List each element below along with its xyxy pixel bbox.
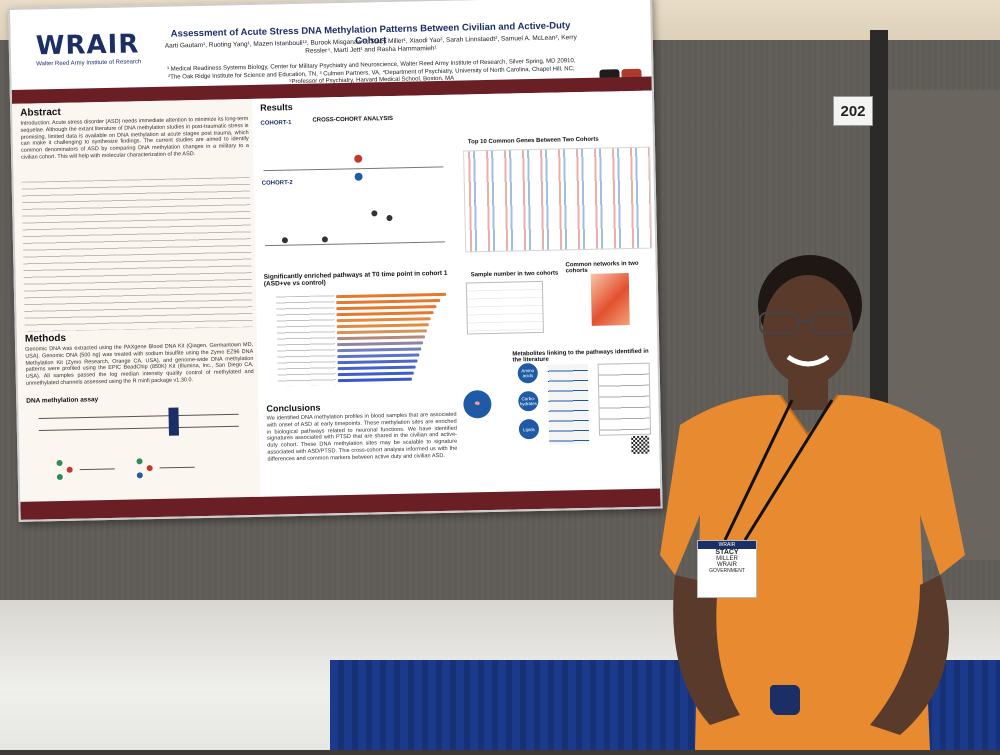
methods-text: Genomic DNA was extracted using the PAXg… <box>25 341 254 387</box>
poster-header: WRAIR Walter Reed Army Institute of Rese… <box>10 0 652 90</box>
name-badge: WRAIR STACY MILLER WRAIR GOVERNMENT <box>697 540 757 598</box>
badge-org: WRAIR <box>717 562 737 568</box>
methylation-assay-diagram <box>28 404 250 494</box>
presenter-person <box>640 255 980 750</box>
methods-heading: Methods <box>24 332 67 345</box>
top-genes-heading: Top 10 Common Genes Between Two Cohorts <box>467 136 599 146</box>
sample-number-table <box>465 280 544 335</box>
research-poster: WRAIR Walter Reed Army Institute of Rese… <box>8 0 663 522</box>
smartwatch-icon <box>772 685 800 715</box>
booth-number-sign: 202 <box>833 96 873 126</box>
conclusions-text: We identified DNA methylation profiles i… <box>266 411 458 463</box>
networks-heatmap <box>590 273 630 326</box>
results-heading: Results <box>260 102 293 113</box>
brain-icon: 🧠 <box>463 389 492 419</box>
cross-cohort-heading: CROSS-COHORT ANALYSIS <box>312 115 394 124</box>
pathways-heading: Significantly enriched pathways at T0 ti… <box>263 269 448 288</box>
badge-last-name: MILLER <box>716 556 738 562</box>
badge-type: GOVERNMENT <box>709 568 745 574</box>
abstract-text: Introduction: Acute stress disorder (ASD… <box>20 115 250 161</box>
badge-header: WRAIR <box>698 541 756 549</box>
wrair-logo-subtitle: Walter Reed Army Institute of Research <box>36 59 142 68</box>
conclusions-heading: Conclusions <box>266 402 321 414</box>
abstract-body-lines <box>21 176 253 332</box>
sample-number-heading: Sample number in two cohorts <box>470 270 559 279</box>
abstract-heading: Abstract <box>20 106 61 119</box>
wrair-logo: WRAIR <box>35 29 140 62</box>
cohort-diagram <box>263 127 466 271</box>
top-genes-boxplots <box>463 146 653 253</box>
poster-right-column: Results COHORT-1 COHORT-2 CROSS-COHORT A… <box>251 90 661 515</box>
poster-left-column: Abstract Introduction: Acute stress diso… <box>12 98 261 520</box>
cohort1-label: COHORT-1 <box>260 120 292 127</box>
pathways-bar-chart <box>276 292 458 397</box>
metabolites-diagram: 🧠 Amino acids Carbo-hydrates Lipids <box>458 359 655 453</box>
methylation-assay-heading: DNA methylation assay <box>26 396 99 405</box>
badge-first-name: STACY <box>715 549 739 556</box>
